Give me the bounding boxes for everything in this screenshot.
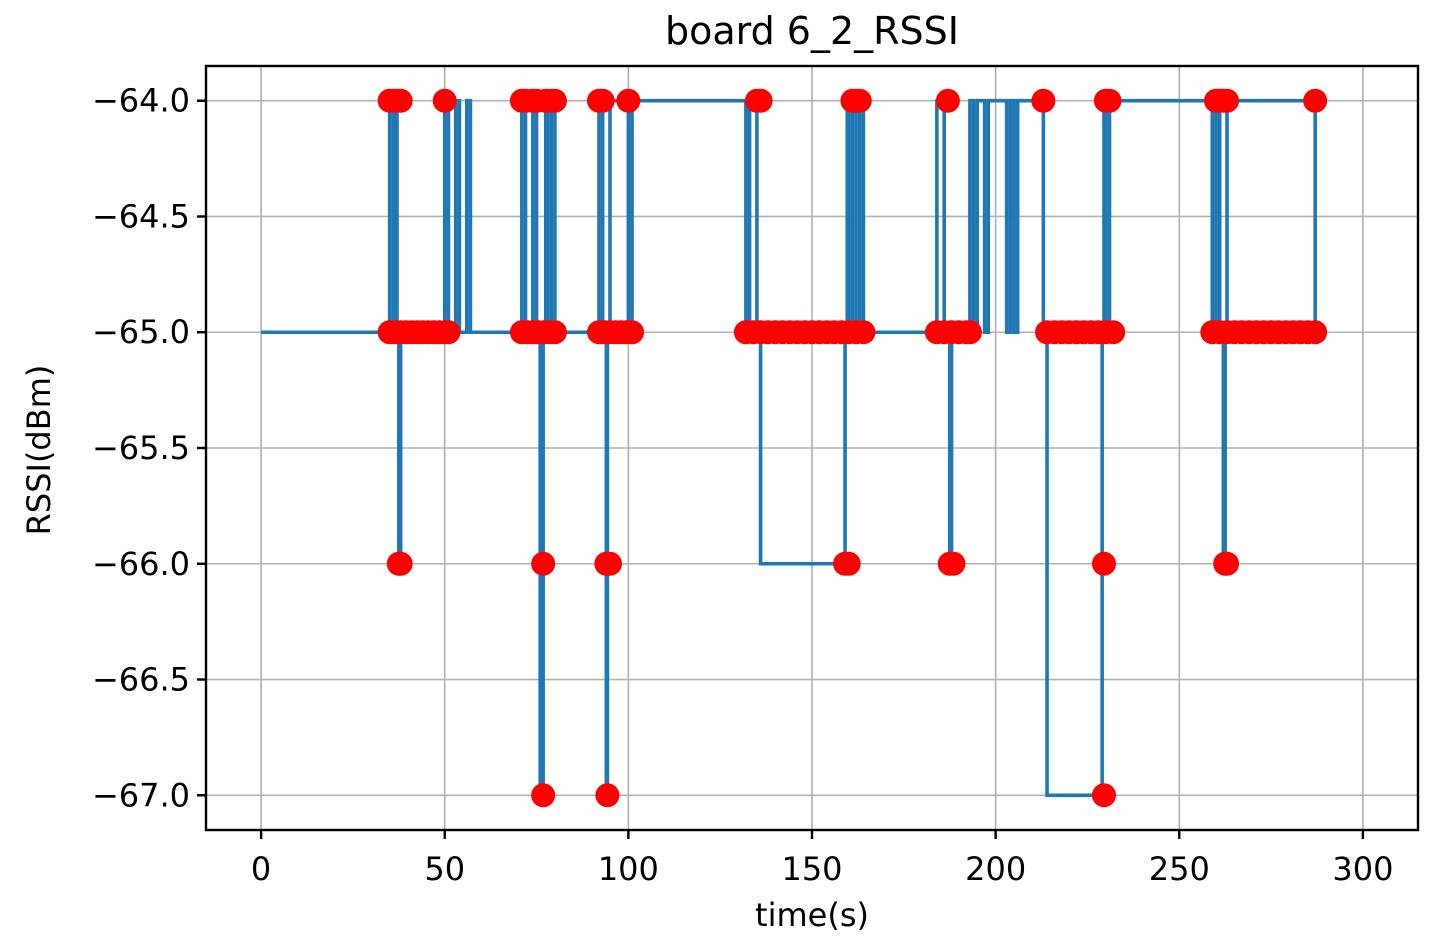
rssi-point [935, 88, 960, 113]
x-tick-label: 50 [424, 850, 465, 888]
y-tick-label: −64.0 [92, 82, 190, 120]
y-tick-label: −66.0 [92, 545, 190, 583]
rssi-point [1097, 88, 1122, 113]
x-tick-label: 100 [598, 850, 659, 888]
x-axis-label: time(s) [755, 896, 869, 934]
rssi-point [432, 88, 457, 113]
rssi-point [1215, 551, 1240, 576]
rssi-point [1101, 320, 1126, 345]
rssi-point [941, 551, 966, 576]
x-tick-label: 150 [781, 850, 842, 888]
grid [206, 66, 1418, 830]
y-axis: −64.0 −64.5 −65.0 −65.5 −66.0 −66.5 −67.0 [92, 82, 206, 814]
rssi-point [388, 88, 413, 113]
y-tick-label: −65.5 [92, 429, 190, 467]
rssi-point [851, 320, 876, 345]
rssi-point [531, 783, 556, 808]
rssi-point [1091, 783, 1116, 808]
rssi-point [598, 551, 622, 576]
x-axis: 0 50 100 150 200 250 300 [251, 830, 1393, 888]
y-tick-label: −67.0 [92, 776, 190, 814]
rssi-point [388, 551, 413, 576]
x-tick-label: 250 [1149, 850, 1210, 888]
x-tick-label: 200 [965, 850, 1026, 888]
rssi-point [595, 783, 620, 808]
rssi-point [748, 88, 773, 113]
rssi-point [1031, 88, 1056, 113]
rssi-point [542, 320, 567, 345]
rssi-point [836, 551, 861, 576]
rssi-point [1303, 320, 1328, 345]
rssi-scatter-series [377, 88, 1328, 808]
rssi-point [957, 320, 982, 345]
rssi-point [1215, 88, 1240, 113]
y-tick-label: −65.0 [92, 313, 190, 351]
y-tick-label: −64.5 [92, 197, 190, 235]
y-axis-label: RSSI(dBm) [20, 365, 58, 536]
x-tick-label: 300 [1332, 850, 1393, 888]
rssi-point [542, 88, 567, 113]
rssi-point [847, 88, 872, 113]
rssi-point [1091, 551, 1116, 576]
rssi-point [436, 320, 461, 345]
rssi-point [531, 551, 556, 576]
y-tick-label: −66.5 [92, 661, 190, 699]
rssi-point [620, 320, 645, 345]
rssi-point [1303, 88, 1328, 113]
rssi-point [616, 88, 641, 113]
x-tick-label: 0 [251, 850, 271, 888]
rssi-point [590, 88, 615, 113]
chart-title: board 6_2_RSSI [665, 9, 959, 53]
